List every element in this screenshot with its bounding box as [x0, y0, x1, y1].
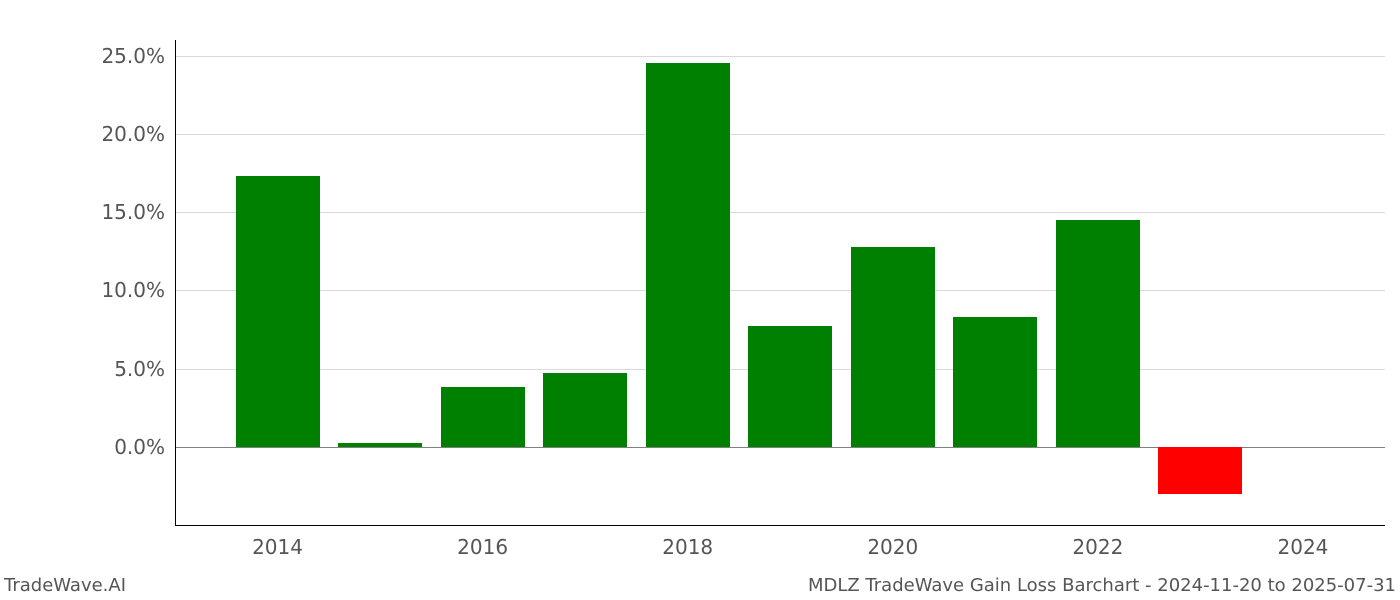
x-axis-tick-label: 2014: [252, 525, 303, 559]
chart-title: MDLZ TradeWave Gain Loss Barchart - 2024…: [808, 575, 1396, 596]
y-axis-tick-label: 5.0%: [114, 357, 175, 381]
bar: [748, 326, 832, 446]
source-label: TradeWave.AI: [4, 575, 126, 596]
bar: [646, 63, 730, 446]
axis-spine-bottom: [175, 525, 1385, 526]
x-axis-tick-label: 2016: [457, 525, 508, 559]
y-axis-tick-label: 25.0%: [101, 44, 175, 68]
x-axis-tick-label: 2024: [1278, 525, 1329, 559]
bar: [1056, 220, 1140, 447]
x-axis-tick-label: 2022: [1072, 525, 1123, 559]
y-axis-tick-label: 10.0%: [101, 278, 175, 302]
y-axis-tick-label: 20.0%: [101, 122, 175, 146]
gain-loss-barchart: 0.0% 5.0% 10.0% 15.0% 20.0% 25.0% 2014 2016 2018…: [0, 0, 1400, 600]
y-axis-tick-label: 0.0%: [114, 435, 175, 459]
bar: [851, 247, 935, 447]
bar: [543, 373, 627, 447]
gridline: [175, 56, 1385, 57]
bar: [953, 317, 1037, 447]
bar: [1158, 447, 1242, 494]
gridline: [175, 290, 1385, 291]
x-axis-tick-label: 2018: [662, 525, 713, 559]
plot-area: 0.0%5.0%10.0%15.0%20.0%25.0%201420162018…: [175, 40, 1385, 525]
gridline: [175, 212, 1385, 213]
gridline: [175, 134, 1385, 135]
y-axis-tick-label: 15.0%: [101, 200, 175, 224]
bar: [338, 443, 422, 447]
axis-spine-left: [175, 40, 176, 525]
bar: [441, 387, 525, 446]
x-axis-tick-label: 2020: [867, 525, 918, 559]
bar: [236, 176, 320, 447]
